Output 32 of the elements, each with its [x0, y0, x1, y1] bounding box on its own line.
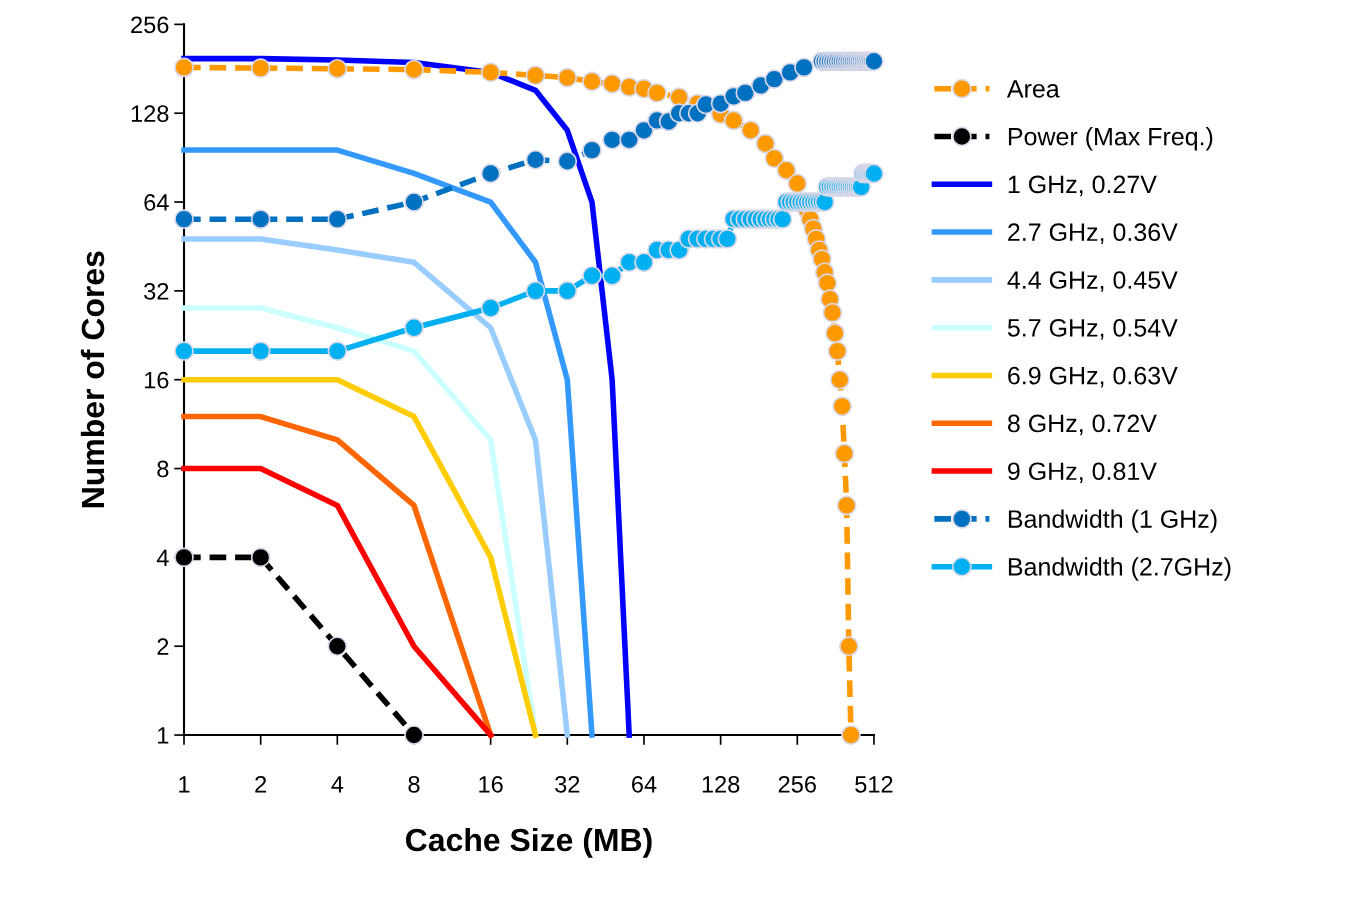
legend-label: 5.7 GHz, 0.54V — [1007, 318, 1178, 340]
x-tick-label: 4 — [331, 776, 344, 793]
x-tick-label: 256 — [778, 775, 816, 793]
y-tick-label: 4 — [156, 549, 169, 566]
y-tick-label: 128 — [131, 105, 169, 122]
legend-label: 9 GHz, 0.81V — [1008, 462, 1157, 484]
y-tick-label: 8 — [157, 460, 169, 478]
y-tick-label: 64 — [144, 194, 169, 211]
y-tick-label: 16 — [144, 371, 169, 389]
legend-label: 4.4 GHz, 0.45V — [1007, 271, 1178, 292]
x-tick-label: 64 — [632, 775, 657, 793]
legend-label: Bandwidth (1 GHz) — [1008, 509, 1217, 533]
y-tick-label: 32 — [144, 282, 169, 300]
y-axis-title: Number of Cores — [80, 251, 105, 508]
x-tick-label: 128 — [702, 775, 740, 793]
y-tick-label: 2 — [157, 638, 169, 655]
y-tick-label: 256 — [131, 16, 169, 34]
legend-label: 2.7 GHz, 0.36V — [1008, 223, 1178, 245]
legend-label: 6.9 GHz, 0.63V — [1008, 366, 1178, 388]
x-tick-label: 512 — [855, 775, 893, 793]
x-tick-label: 8 — [408, 775, 420, 793]
y-tick-label: 1 — [158, 727, 169, 744]
legend-label: Power (Max Freq.) — [1008, 127, 1213, 151]
x-tick-label: 1 — [179, 776, 190, 793]
legend-label: 8 GHz, 0.72V — [1007, 414, 1157, 436]
x-axis-title: Cache Size (MB) — [406, 827, 652, 858]
x-tick-label: 16 — [479, 775, 503, 793]
legend-label: Area — [1006, 80, 1060, 98]
legend-label: 1 GHz, 0.27V — [1008, 175, 1157, 197]
legend-label: Bandwidth (2.7GHz) — [1008, 557, 1231, 581]
x-tick-label: 32 — [555, 775, 580, 793]
x-tick-label: 2 — [255, 775, 267, 793]
